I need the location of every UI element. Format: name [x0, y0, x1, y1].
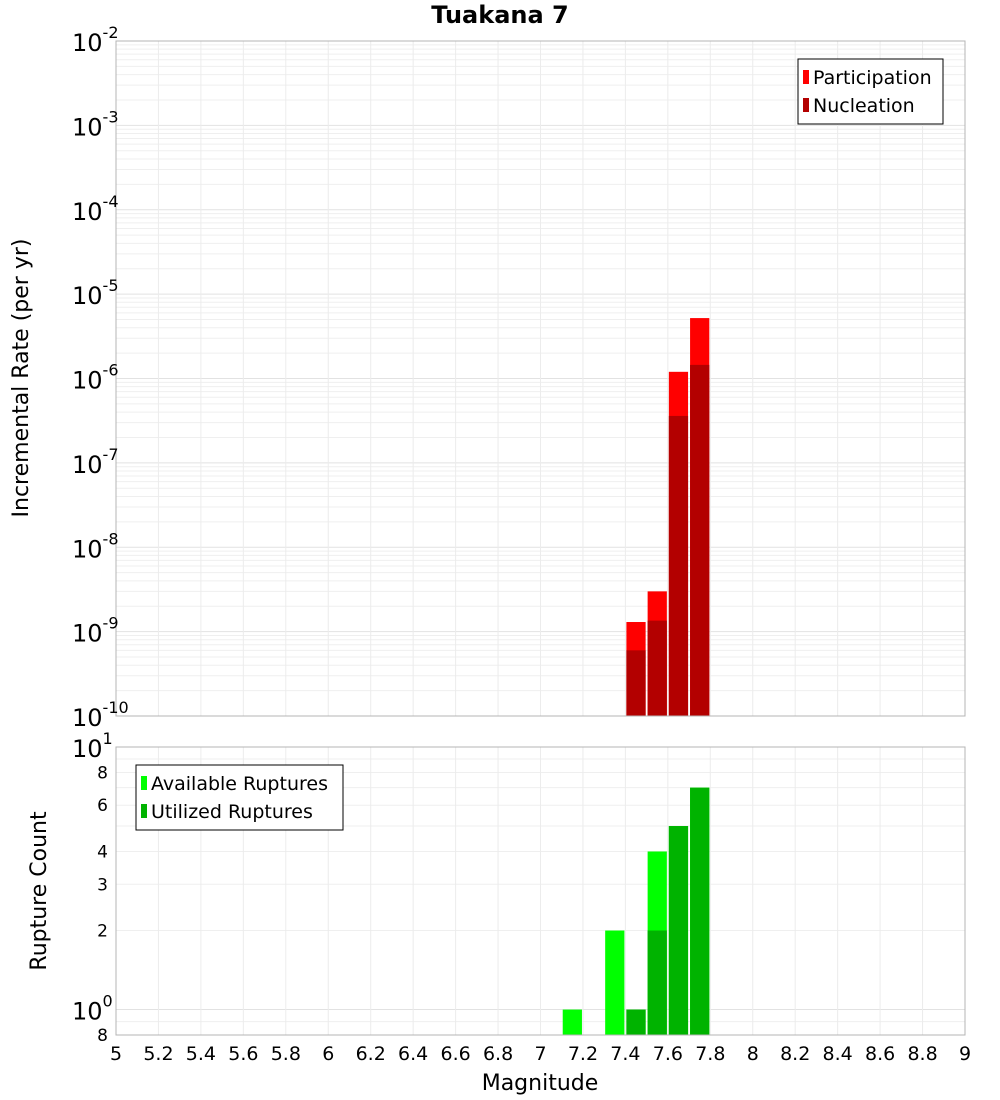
legend-swatch — [141, 804, 147, 818]
y-minor-tick-label: 8 — [97, 1026, 108, 1046]
bar-available-ruptures — [605, 930, 625, 1035]
legend-swatch — [803, 70, 809, 84]
legend-label: Available Ruptures — [151, 773, 328, 795]
x-tick-label: 6.6 — [440, 1043, 470, 1065]
y-tick-label: 10-9 — [72, 614, 119, 648]
y-minor-tick-label: 4 — [97, 842, 108, 862]
rate-y-axis-label: Incremental Rate (per yr) — [9, 239, 34, 518]
x-tick-label: 8.8 — [907, 1043, 937, 1065]
legend-swatch — [803, 98, 809, 112]
x-tick-label: 7.4 — [610, 1043, 640, 1065]
x-tick-label: 7 — [534, 1043, 546, 1065]
x-tick-label: 8.2 — [780, 1043, 810, 1065]
legend-box — [797, 58, 944, 125]
rate-grid — [115, 40, 966, 717]
bar-utilized-ruptures — [647, 930, 667, 1035]
rate-y-ticks: 10-2 10-3 10-4 10-5 10-6 10-7 10-8 10-9 10-10 — [72, 23, 129, 732]
x-tick-label: 5 — [110, 1043, 122, 1065]
bar-nucleation — [690, 364, 710, 716]
x-axis-ticks: 5 5.2 5.4 5.6 5.8 6 6.2 6.4 6.6 6.8 7 7.2 7.4 7.6 7.8 8… — [110, 1043, 971, 1065]
x-tick-label: 8.6 — [865, 1043, 895, 1065]
bar-utilized-ruptures — [668, 826, 689, 1035]
x-tick-label: 6 — [322, 1043, 334, 1065]
legend-label: Utilized Ruptures — [151, 801, 313, 823]
count-y-axis-label: Rupture Count — [27, 811, 52, 971]
count-bars — [562, 787, 710, 1035]
count-plot-border — [115, 746, 966, 1036]
rate-panel: 10-2 10-3 10-4 10-5 10-6 10-7 10-8 10-9 10-10 In… — [9, 23, 966, 732]
y-minor-tick-label: 6 — [97, 796, 108, 816]
x-tick-label: 7.2 — [568, 1043, 598, 1065]
y-tick-label: 10-5 — [72, 276, 119, 310]
x-tick-label: 7.8 — [695, 1043, 725, 1065]
bar-utilized-ruptures — [690, 787, 710, 1035]
rate-legend: Participation Nucleation — [797, 58, 944, 125]
x-tick-label: 8.4 — [823, 1043, 853, 1065]
y-tick-label: 10-10 — [72, 698, 129, 732]
x-axis-label: Magnitude — [482, 1071, 599, 1096]
legend-label: Participation — [813, 67, 932, 89]
x-tick-label: 5.4 — [186, 1043, 216, 1065]
y-tick-label: 101 — [72, 729, 113, 763]
y-tick-label: 10-2 — [72, 23, 119, 57]
bar-available-ruptures — [562, 1009, 582, 1035]
x-tick-label: 7.6 — [653, 1043, 683, 1065]
y-tick-label: 10-7 — [72, 445, 119, 479]
x-tick-label: 5.2 — [143, 1043, 173, 1065]
bar-nucleation — [626, 650, 646, 716]
x-tick-label: 5.8 — [271, 1043, 301, 1065]
x-tick-label: 6.4 — [398, 1043, 428, 1065]
bar-utilized-ruptures — [626, 1009, 646, 1035]
y-minor-tick-label: 8 — [97, 763, 108, 783]
y-tick-label: 100 — [72, 992, 113, 1026]
x-tick-label: 8 — [747, 1043, 759, 1065]
rate-bars — [626, 318, 710, 716]
y-tick-label: 10-8 — [72, 529, 119, 563]
legend-swatch — [141, 776, 147, 790]
bar-nucleation — [668, 415, 689, 716]
y-minor-tick-label: 3 — [97, 875, 108, 895]
rate-plot-border — [115, 40, 966, 717]
x-tick-label: 6.8 — [483, 1043, 513, 1065]
chart-title: Tuakana 7 — [431, 1, 569, 29]
x-tick-label: 6.2 — [356, 1043, 386, 1065]
count-legend: Available Ruptures Utilized Ruptures — [135, 764, 344, 831]
legend-box — [135, 764, 344, 831]
x-tick-label: 9 — [959, 1043, 971, 1065]
legend-label: Nucleation — [813, 95, 915, 117]
y-tick-label: 10-4 — [72, 192, 119, 226]
y-minor-tick-label: 2 — [97, 922, 108, 942]
x-tick-label: 5.6 — [228, 1043, 258, 1065]
y-tick-label: 10-3 — [72, 107, 119, 141]
y-tick-label: 10-6 — [72, 361, 119, 395]
bar-nucleation — [647, 620, 667, 716]
